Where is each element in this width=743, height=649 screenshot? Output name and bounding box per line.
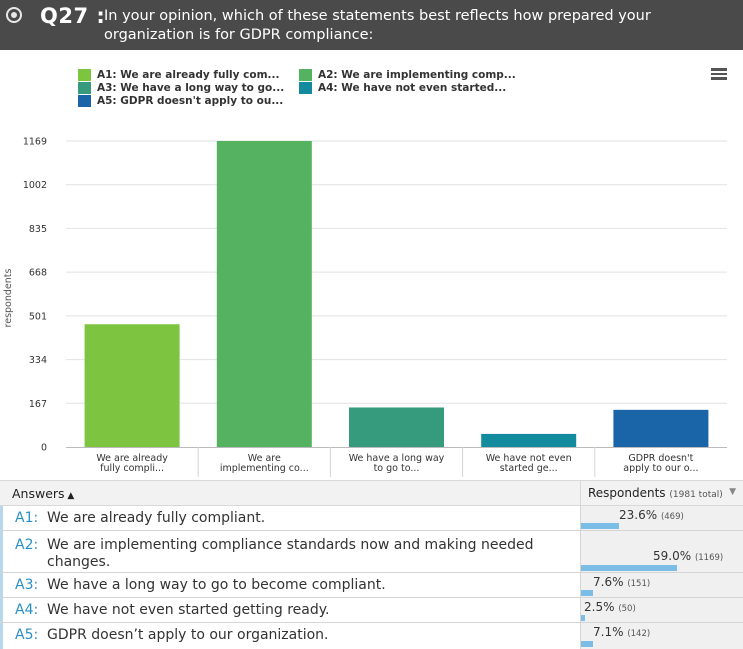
percent-bar xyxy=(581,590,594,596)
chart-menu-icon[interactable] xyxy=(711,68,727,80)
answer-code: A4: xyxy=(15,602,39,618)
y-tick-label: 334 xyxy=(29,355,47,366)
question-header: Q27 : In your opinion, which of these st… xyxy=(0,0,743,50)
answer-count: (1169) xyxy=(694,553,724,563)
y-tick-label: 501 xyxy=(29,311,47,322)
respondents-column-header[interactable]: Respondents (1981 total) ▼ xyxy=(580,481,743,506)
question-number: Q27 : xyxy=(40,4,106,28)
answers-column-header[interactable]: Answers xyxy=(12,486,74,501)
legend-swatch xyxy=(299,69,312,81)
legend-label: A3: We have a long way to go... xyxy=(97,82,285,94)
bar xyxy=(613,409,709,447)
question-text: In your opinion, which of these statemen… xyxy=(104,8,651,43)
answer-text: We are already fully compliant. xyxy=(47,510,266,526)
x-tick-label: apply to our o... xyxy=(623,463,698,474)
legend-swatch xyxy=(78,69,91,81)
y-tick-label: 0 xyxy=(41,443,47,454)
percent-bar xyxy=(581,523,620,529)
answer-text: We have a long way to go to become compl… xyxy=(47,577,386,593)
table-row: A1: We are already fully compliant. 23.6… xyxy=(0,506,743,531)
legend-label: A4: We have not even started... xyxy=(318,82,507,94)
table-row: A4: We have not even started getting rea… xyxy=(0,598,743,623)
answer-count: (151) xyxy=(627,579,651,589)
y-tick-label: 167 xyxy=(29,399,47,410)
percent-bar xyxy=(581,565,678,571)
chart-area: A1: We are already fully com... A2: We a… xyxy=(0,50,743,480)
table-row: A3: We have a long way to go to become c… xyxy=(0,573,743,598)
answer-percent: 2.5% xyxy=(584,600,615,614)
sort-down-icon[interactable]: ▼ xyxy=(729,487,736,497)
x-tick-label: We are already xyxy=(96,453,168,464)
legend-swatch xyxy=(299,82,312,94)
answer-code: A2: xyxy=(15,537,39,553)
answer-text: We have not even started getting ready. xyxy=(47,602,330,618)
respondents-total: (1981 total) xyxy=(669,490,723,500)
y-tick-label: 835 xyxy=(29,224,47,235)
table-row: A2: We are implementing compliance stand… xyxy=(0,531,743,573)
x-tick-label: to go to... xyxy=(374,463,420,474)
legend-swatch xyxy=(78,95,91,107)
answer-count: (50) xyxy=(618,604,636,614)
table-row: A5: GDPR doesn’t apply to our organizati… xyxy=(0,623,743,649)
chart-legend: A1: We are already fully com... A2: We a… xyxy=(78,64,518,114)
y-axis-label: respondents xyxy=(3,268,14,327)
table-header: Answers Respondents (1981 total) ▼ xyxy=(0,480,743,506)
answer-percent: 7.1% xyxy=(593,625,624,639)
answer-percent: 7.6% xyxy=(593,575,624,589)
legend-swatch xyxy=(78,82,91,94)
x-tick-label: We have a long way xyxy=(349,453,445,464)
x-tick-label: started ge... xyxy=(500,463,558,474)
answer-code: A1: xyxy=(15,510,39,526)
answer-count: (469) xyxy=(660,512,684,522)
bar xyxy=(481,433,577,447)
percent-bar xyxy=(581,615,586,621)
answer-count: (142) xyxy=(627,629,651,639)
radio-icon[interactable] xyxy=(6,7,22,23)
y-tick-label: 1169 xyxy=(23,137,47,148)
respondents-header-label: Respondents xyxy=(588,486,666,500)
x-tick-label: We have not even xyxy=(486,453,572,464)
x-tick-label: fully compli... xyxy=(100,463,164,474)
x-tick-label: GDPR doesn't xyxy=(628,453,693,464)
answer-text: GDPR doesn’t apply to our organization. xyxy=(47,627,329,643)
bar xyxy=(216,141,312,447)
x-tick-label: We are xyxy=(248,453,281,464)
legend-label: A1: We are already fully com... xyxy=(97,69,280,81)
bar xyxy=(84,324,180,447)
answer-percent: 23.6% xyxy=(619,508,658,522)
answers-table: Answers Respondents (1981 total) ▼ A1: W… xyxy=(0,480,743,649)
bar-chart: 0 167 334 501 668 835 1002 1169 respondents We ar… xyxy=(3,137,727,477)
bar xyxy=(349,407,444,447)
y-tick-label: 668 xyxy=(29,268,47,279)
y-tick-label: 1002 xyxy=(23,180,47,191)
answer-code: A5: xyxy=(15,627,39,643)
legend-label: A2: We are implementing comp... xyxy=(318,69,516,81)
legend-label: A5: GDPR doesn't apply to ou... xyxy=(97,95,284,107)
answer-text: We are implementing compliance standards… xyxy=(47,537,534,570)
percent-bar xyxy=(581,641,593,647)
x-tick-label: implementing co... xyxy=(220,463,309,474)
answer-code: A3: xyxy=(15,577,39,593)
answer-percent: 59.0% xyxy=(653,549,692,563)
